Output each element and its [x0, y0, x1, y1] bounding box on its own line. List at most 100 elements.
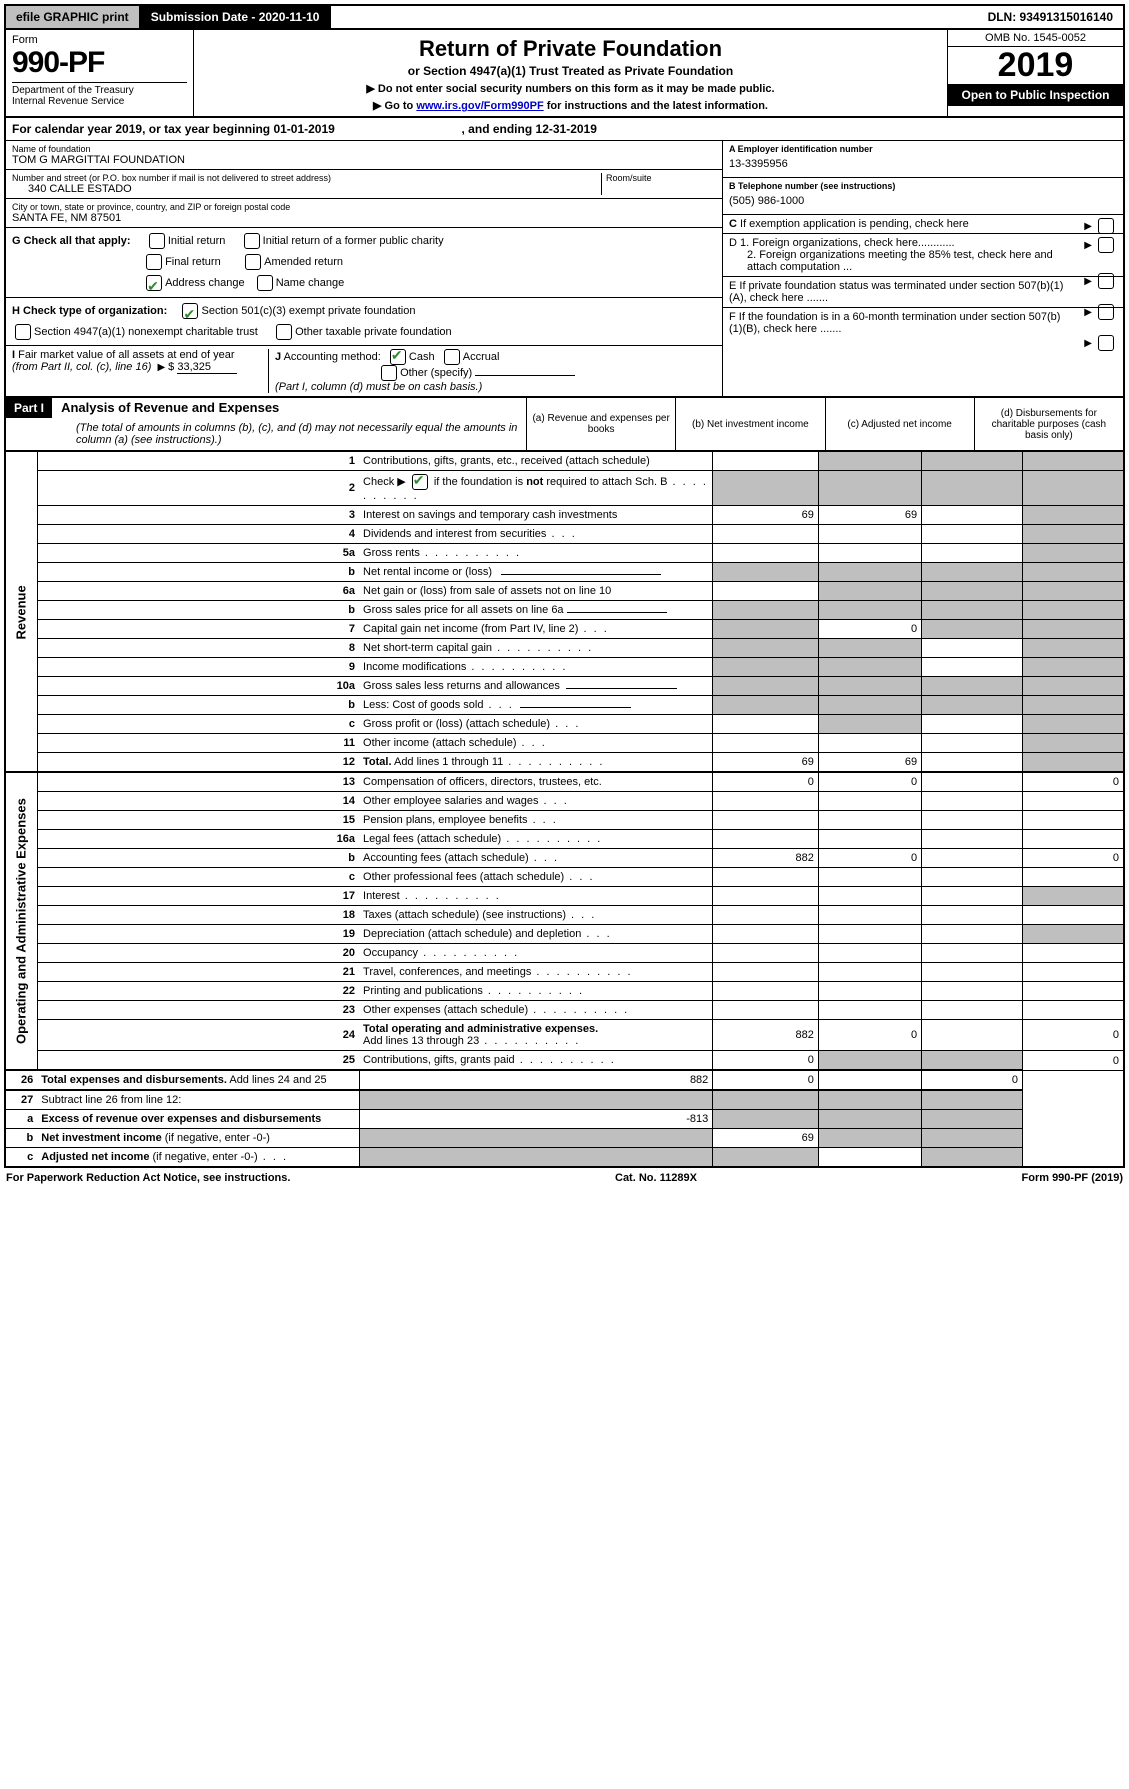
irs-link[interactable]: www.irs.gov/Form990PF [416, 100, 543, 112]
table-row: bNet rental income or (loss) [5, 563, 1124, 582]
table-row: 14Other employee salaries and wages [5, 792, 1124, 811]
info-grid: For calendar year 2019, or tax year begi… [4, 118, 1125, 398]
phone-cell: B Telephone number (see instructions) (5… [723, 178, 1123, 215]
chk-4947[interactable] [15, 324, 31, 340]
table-row: 22Printing and publications [5, 982, 1124, 1001]
foundation-name-cell: Name of foundation TOM G MARGITTAI FOUND… [6, 141, 722, 170]
chk-initial-return[interactable] [149, 233, 165, 249]
part1-label: Part I [6, 398, 52, 418]
header-center: Return of Private Foundation or Section … [194, 30, 947, 116]
i-j-row: I Fair market value of all assets at end… [6, 346, 722, 396]
table-row: 26Total expenses and disbursements. Add … [5, 1070, 1124, 1090]
table-row: cOther professional fees (attach schedul… [5, 868, 1124, 887]
submission-date: Submission Date - 2020-11-10 [141, 6, 332, 28]
chk-501c3[interactable] [182, 303, 198, 319]
f-cell: F If the foundation is in a 60-month ter… [723, 308, 1123, 338]
chk-e[interactable] [1098, 304, 1114, 320]
header-right: OMB No. 1545-0052 2019 Open to Public In… [947, 30, 1123, 116]
table-row: 2Check ▶ if the foundation is not requir… [5, 471, 1124, 506]
table-row: 11Other income (attach schedule) [5, 734, 1124, 753]
chk-name-change[interactable] [257, 275, 273, 291]
spacer [331, 6, 977, 28]
col-c-header: (c) Adjusted net income [825, 398, 974, 450]
table-row: 5aGross rents [5, 544, 1124, 563]
page-footer: For Paperwork Reduction Act Notice, see … [4, 1168, 1125, 1188]
chk-c[interactable] [1098, 218, 1114, 234]
chk-schb[interactable] [412, 474, 428, 490]
analysis-table: Revenue 1Contributions, gifts, grants, e… [4, 451, 1125, 1168]
col-d-header: (d) Disbursements for charitable purpose… [974, 398, 1123, 450]
table-row: 10aGross sales less returns and allowanc… [5, 677, 1124, 696]
chk-d1[interactable] [1098, 237, 1114, 253]
table-row: 20Occupancy [5, 944, 1124, 963]
chk-address-change[interactable] [146, 275, 162, 291]
table-row: 24Total operating and administrative exp… [5, 1020, 1124, 1051]
form-ref: Form 990-PF (2019) [1022, 1172, 1124, 1184]
dln-label: DLN: 93491315016140 [978, 6, 1123, 28]
col-a-header: (a) Revenue and expenses per books [526, 398, 675, 450]
table-row: 3Interest on savings and temporary cash … [5, 506, 1124, 525]
cat-no: Cat. No. 11289X [615, 1172, 697, 1184]
table-row: 21Travel, conferences, and meetings [5, 963, 1124, 982]
table-row: Revenue 1Contributions, gifts, grants, e… [5, 452, 1124, 471]
city-cell: City or town, state or province, country… [6, 199, 722, 228]
table-row: 23Other expenses (attach schedule) [5, 1001, 1124, 1020]
form-label: Form [12, 34, 187, 46]
note-ssn: ▶ Do not enter social security numbers o… [202, 82, 939, 95]
fmv-value: 33,325 [177, 361, 237, 374]
chk-other-taxable[interactable] [276, 324, 292, 340]
pra-notice: For Paperwork Reduction Act Notice, see … [6, 1172, 290, 1184]
omb-number: OMB No. 1545-0052 [948, 30, 1123, 47]
table-row: 4Dividends and interest from securities [5, 525, 1124, 544]
table-row: 25Contributions, gifts, grants paid00 [5, 1051, 1124, 1071]
form-number: 990-PF [12, 46, 187, 80]
chk-final-return[interactable] [146, 254, 162, 270]
form-title: Return of Private Foundation [202, 36, 939, 62]
table-row: 7Capital gain net income (from Part IV, … [5, 620, 1124, 639]
dept-label: Department of the Treasury Internal Reve… [12, 82, 187, 107]
form-subtitle: or Section 4947(a)(1) Trust Treated as P… [202, 64, 939, 78]
revenue-side-label: Revenue [5, 452, 37, 773]
table-row: 16aLegal fees (attach schedule) [5, 830, 1124, 849]
right-info-block: A Employer identification number 13-3395… [723, 141, 1123, 396]
chk-amended-return[interactable] [245, 254, 261, 270]
col-b-header: (b) Net investment income [675, 398, 824, 450]
table-row: 9Income modifications [5, 658, 1124, 677]
tax-year: 2019 [948, 47, 1123, 84]
expenses-side-label: Operating and Administrative Expenses [5, 772, 37, 1070]
header-left: Form 990-PF Department of the Treasury I… [6, 30, 194, 116]
table-row: 8Net short-term capital gain [5, 639, 1124, 658]
open-inspection: Open to Public Inspection [948, 84, 1123, 106]
chk-initial-former[interactable] [244, 233, 260, 249]
left-info-block: Name of foundation TOM G MARGITTAI FOUND… [6, 141, 723, 396]
table-row: cAdjusted net income (if negative, enter… [5, 1148, 1124, 1168]
table-row: 27Subtract line 26 from line 12: [5, 1090, 1124, 1110]
address-cell: Number and street (or P.O. box number if… [6, 170, 722, 199]
table-row: 15Pension plans, employee benefits [5, 811, 1124, 830]
table-row: aExcess of revenue over expenses and dis… [5, 1110, 1124, 1129]
d-cell: D 1. Foreign organizations, check here..… [723, 234, 1123, 277]
table-row: cGross profit or (loss) (attach schedule… [5, 715, 1124, 734]
table-row: bLess: Cost of goods sold [5, 696, 1124, 715]
table-row: bNet investment income (if negative, ent… [5, 1129, 1124, 1148]
chk-other-method[interactable] [381, 365, 397, 381]
chk-f[interactable] [1098, 335, 1114, 351]
part1-header: Part I Analysis of Revenue and Expenses … [4, 398, 1125, 451]
table-row: 17Interest [5, 887, 1124, 906]
chk-cash[interactable] [390, 349, 406, 365]
table-row: 6aNet gain or (loss) from sale of assets… [5, 582, 1124, 601]
table-row: 19Depreciation (attach schedule) and dep… [5, 925, 1124, 944]
form-header: Form 990-PF Department of the Treasury I… [4, 30, 1125, 118]
h-check-row: H Check type of organization: Section 50… [6, 298, 722, 347]
chk-accrual[interactable] [444, 349, 460, 365]
note-goto: ▶ Go to www.irs.gov/Form990PF for instru… [202, 99, 939, 112]
ein-cell: A Employer identification number 13-3395… [723, 141, 1123, 178]
e-cell: E If private foundation status was termi… [723, 277, 1123, 308]
calendar-year-row: For calendar year 2019, or tax year begi… [6, 118, 1123, 141]
c-cell: C C If exemption application is pending,… [723, 215, 1123, 234]
table-row: bAccounting fees (attach schedule)88200 [5, 849, 1124, 868]
chk-d2[interactable] [1098, 273, 1114, 289]
table-row: 12Total. Add lines 1 through 11Total. Ad… [5, 753, 1124, 773]
efile-print-button[interactable]: efile GRAPHIC print [6, 6, 141, 28]
table-row: Operating and Administrative Expenses 13… [5, 772, 1124, 792]
